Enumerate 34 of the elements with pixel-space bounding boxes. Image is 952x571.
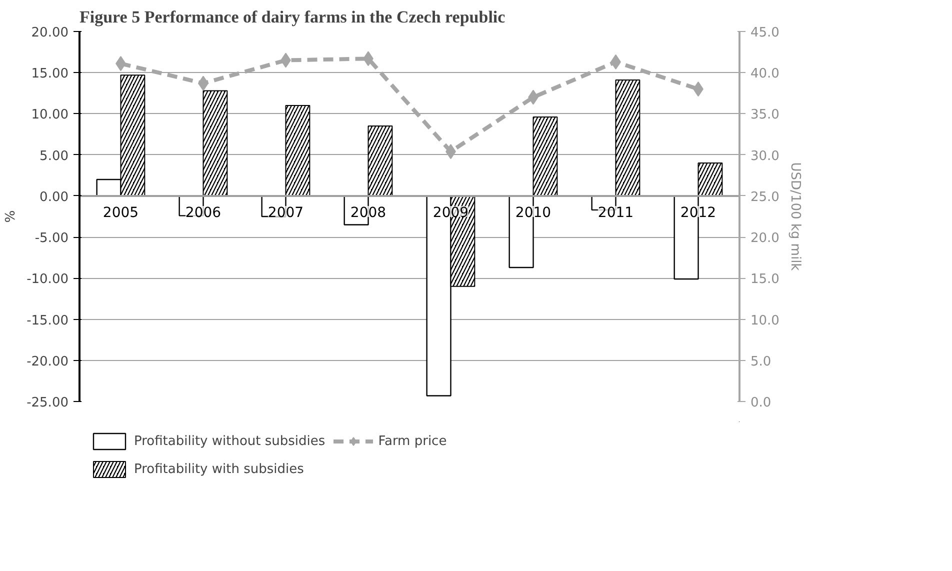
y2-tick-label: 10.0 [750, 313, 780, 328]
y2-tick-label: 30.0 [750, 148, 780, 164]
chart-title: Figure 5 Performance of dairy farms in the Czech republic [80, 8, 506, 26]
y-tick-label: 20.00 [31, 26, 68, 40]
y2-tick-label: 20.0 [750, 231, 780, 246]
x-tick-label: 2006 [185, 204, 222, 221]
legend-label: Profitability with subsidies [134, 462, 304, 476]
y-tick-label: -25.00 [26, 396, 69, 410]
x-tick-label: 2005 [102, 204, 139, 221]
legend-label: Farm price [378, 434, 447, 448]
y-tick-label: -5.00 [34, 231, 69, 246]
y-tick-label: -10.00 [26, 272, 69, 288]
y2-tick-label: 35.0 [750, 108, 780, 123]
legend-label: Profitability without subsidies [134, 434, 326, 448]
y2-tick-label: 15.0 [750, 272, 780, 288]
y-tick-label: -20.00 [26, 354, 69, 370]
x-tick-label: 2010 [515, 204, 552, 221]
y-tick-label: 0.00 [40, 190, 69, 205]
x-tick-label: 2009 [432, 204, 469, 221]
y2-tick-label: 40.0 [750, 66, 780, 82]
y-tick-label: 5.00 [40, 148, 69, 164]
y-tick-label: -15.00 [26, 313, 69, 328]
y-axis-title: % [4, 210, 19, 223]
x-tick-label: 2011 [598, 204, 634, 221]
y2-axis-title: USD/100 kg milk [787, 162, 802, 272]
y2-tick-label: 0.0 [750, 396, 772, 410]
y2-tick-label: 25.0 [750, 190, 780, 205]
y2-tick-label: 45.0 [750, 26, 780, 40]
y2-tick-label: 5.0 [750, 354, 772, 370]
y-tick-label: 10.00 [31, 108, 68, 123]
y-tick-label: 15.00 [31, 66, 68, 82]
x-tick-label: 2012 [680, 204, 716, 221]
x-tick-label: 2008 [350, 204, 386, 221]
x-tick-label: 2007 [268, 204, 304, 221]
